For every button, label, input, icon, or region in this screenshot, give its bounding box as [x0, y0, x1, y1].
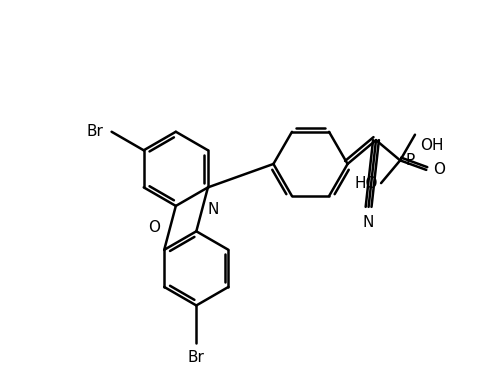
- Text: Br: Br: [87, 124, 104, 139]
- Text: O: O: [148, 220, 160, 235]
- Text: N: N: [207, 202, 218, 217]
- Text: O: O: [433, 162, 445, 177]
- Text: Br: Br: [188, 350, 205, 366]
- Text: P: P: [405, 153, 414, 168]
- Text: OH: OH: [420, 138, 444, 153]
- Text: N: N: [363, 215, 374, 230]
- Text: HO: HO: [354, 175, 378, 190]
